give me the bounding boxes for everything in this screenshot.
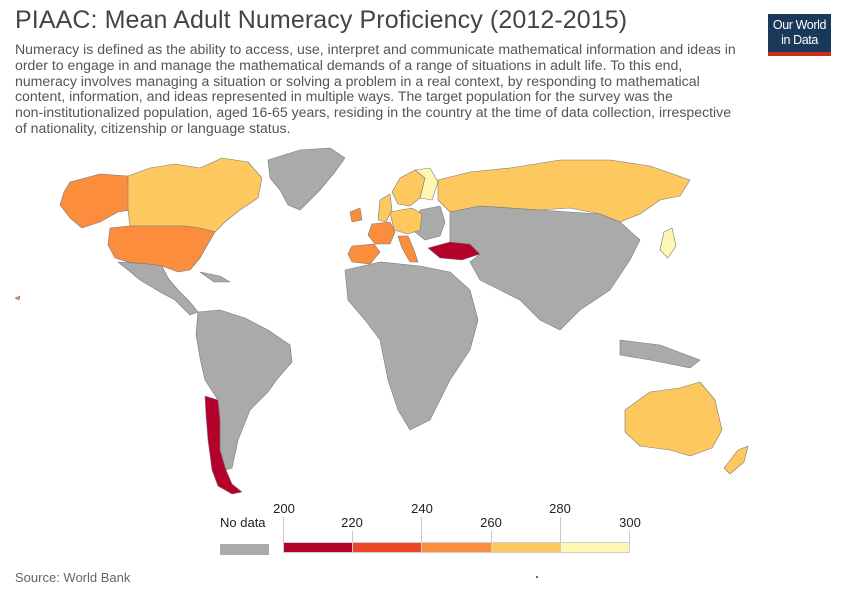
spain[interactable]	[347, 243, 381, 265]
scandinavia[interactable]	[391, 169, 426, 207]
united-kingdom[interactable]	[377, 193, 393, 223]
europe-east	[414, 205, 446, 241]
legend-tick-label: 280	[549, 501, 571, 516]
subtitle-line: content, information, and ideas represen…	[15, 88, 673, 105]
legend-bin-260-280[interactable]	[490, 542, 561, 553]
united-states[interactable]	[107, 225, 216, 273]
africa	[344, 261, 479, 431]
legend-bin-240-260[interactable]	[421, 542, 492, 553]
legend-tick-label: 200	[273, 501, 295, 516]
ireland[interactable]	[349, 207, 363, 223]
chart-subtitle: Numeracy is defined as the ability to ac…	[15, 41, 760, 137]
middle-east-asia	[449, 205, 641, 331]
legend-tick-line	[560, 517, 561, 542]
japan[interactable]	[659, 227, 677, 259]
legend-tick-label: 300	[619, 515, 641, 530]
france[interactable]	[367, 221, 396, 245]
canada[interactable]	[127, 157, 263, 233]
caribbean	[199, 271, 231, 283]
subtitle-line: numeracy involves managing a situation o…	[15, 72, 700, 89]
alaska[interactable]	[59, 173, 131, 229]
hawaii[interactable]	[14, 295, 21, 301]
legend-tick-label: 260	[480, 515, 502, 530]
world-map	[14, 147, 749, 495]
subtitle-line: non-institutionalized population, aged 1…	[15, 104, 732, 121]
central-europe[interactable]	[389, 207, 423, 235]
logo-line-1: Our World	[772, 18, 827, 32]
logo-line-2: in Data	[781, 33, 818, 47]
new-zealand[interactable]	[723, 445, 749, 475]
legend-tick-label: 220	[341, 515, 363, 530]
australia[interactable]	[624, 381, 723, 457]
subtitle-line: Numeracy is defined as the ability to ac…	[15, 41, 736, 57]
greenland[interactable]	[267, 147, 346, 211]
legend-no-data-swatch	[219, 543, 270, 556]
legend-tick-line	[491, 531, 492, 542]
chart-title: PIAAC: Mean Adult Numeracy Proficiency (…	[15, 6, 628, 34]
southeast-asia-islands	[619, 339, 701, 369]
source-note: Source: World Bank	[15, 570, 131, 585]
finland[interactable]	[414, 167, 439, 201]
legend-tick-line	[421, 517, 422, 542]
legend-tick-line	[352, 531, 353, 542]
legend-no-data-label: No data	[220, 515, 266, 530]
chile[interactable]	[204, 395, 243, 495]
legend-bin-200-220[interactable]	[283, 542, 354, 553]
legend-bin-220-240[interactable]	[352, 542, 423, 553]
subtitle-line: of nationality, citizenship or language …	[15, 119, 291, 136]
legend-tick-line	[283, 517, 284, 542]
subtitle-line: order to engage in and manage the mathem…	[15, 56, 683, 73]
decorative-dot	[536, 576, 538, 578]
legend-bin-280-300[interactable]	[559, 542, 630, 553]
legend-tick-label: 240	[411, 501, 433, 516]
owid-logo[interactable]: Our World in Data	[768, 14, 831, 56]
legend-tick-line	[629, 531, 630, 542]
italy[interactable]	[397, 235, 419, 263]
